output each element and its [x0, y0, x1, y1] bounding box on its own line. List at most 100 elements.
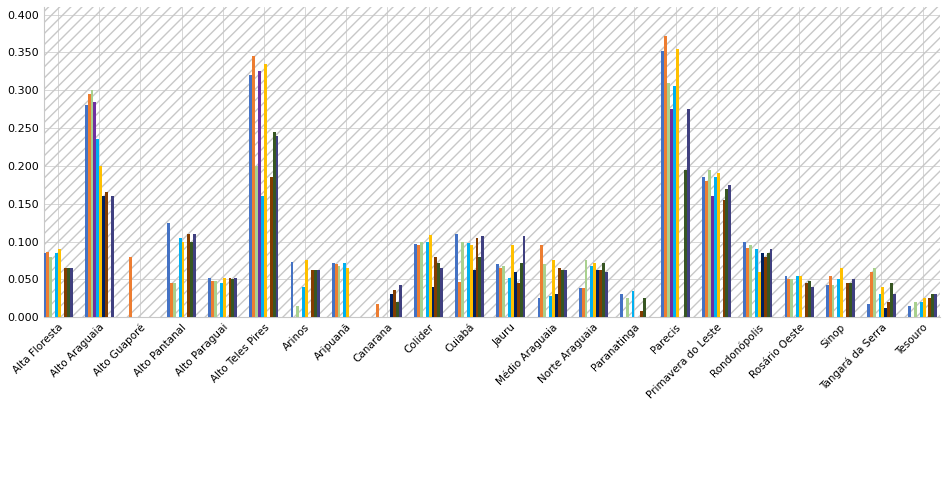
- Bar: [703, 177, 706, 317]
- Bar: [264, 64, 267, 317]
- Bar: [643, 298, 646, 317]
- Bar: [922, 298, 925, 317]
- Bar: [376, 304, 379, 317]
- Bar: [728, 185, 731, 317]
- Bar: [255, 166, 259, 317]
- Bar: [223, 278, 225, 317]
- Bar: [831, 285, 834, 317]
- Bar: [470, 244, 473, 317]
- Bar: [170, 283, 173, 317]
- Bar: [928, 298, 931, 317]
- Bar: [435, 257, 438, 317]
- Bar: [837, 279, 840, 317]
- Bar: [523, 236, 526, 317]
- Bar: [784, 276, 788, 317]
- Bar: [870, 272, 873, 317]
- Bar: [640, 311, 643, 317]
- Bar: [334, 264, 337, 317]
- Bar: [867, 304, 870, 317]
- Bar: [84, 105, 88, 317]
- Bar: [670, 109, 672, 317]
- Bar: [605, 272, 608, 317]
- Bar: [261, 196, 264, 317]
- Bar: [273, 132, 276, 317]
- Bar: [826, 285, 829, 317]
- Bar: [770, 249, 773, 317]
- Bar: [432, 287, 435, 317]
- Bar: [849, 283, 852, 317]
- Bar: [235, 278, 238, 317]
- Bar: [259, 71, 261, 317]
- Bar: [552, 261, 555, 317]
- Bar: [593, 263, 597, 317]
- Bar: [664, 36, 667, 317]
- Bar: [908, 306, 911, 317]
- Bar: [270, 177, 273, 317]
- Bar: [558, 268, 561, 317]
- Bar: [220, 283, 223, 317]
- Bar: [549, 296, 552, 317]
- Bar: [935, 294, 938, 317]
- Bar: [620, 294, 623, 317]
- Bar: [302, 287, 305, 317]
- Bar: [746, 247, 749, 317]
- Bar: [496, 264, 499, 317]
- Bar: [767, 253, 770, 317]
- Bar: [193, 234, 196, 317]
- Bar: [211, 281, 214, 317]
- Bar: [667, 82, 670, 317]
- Bar: [502, 266, 505, 317]
- Bar: [399, 285, 402, 317]
- Bar: [91, 90, 94, 317]
- Bar: [313, 269, 316, 317]
- Bar: [88, 94, 91, 317]
- Bar: [252, 56, 255, 317]
- Bar: [55, 253, 58, 317]
- Bar: [688, 109, 690, 317]
- Bar: [561, 270, 563, 317]
- Bar: [723, 200, 725, 317]
- Bar: [390, 294, 393, 317]
- Bar: [893, 294, 896, 317]
- Bar: [563, 269, 566, 317]
- Bar: [538, 298, 541, 317]
- Bar: [879, 294, 882, 317]
- Legend: 2003, 2004, 2005, 2006, 2007, 2008, 2009, 2010, 2011, 2012: 2003, 2004, 2005, 2006, 2007, 2008, 2009…: [213, 485, 770, 488]
- Bar: [920, 302, 922, 317]
- Bar: [743, 242, 746, 317]
- Bar: [706, 181, 708, 317]
- Bar: [478, 257, 481, 317]
- Bar: [840, 268, 843, 317]
- Bar: [873, 268, 876, 317]
- Bar: [67, 268, 70, 317]
- Bar: [799, 276, 802, 317]
- Bar: [481, 236, 484, 317]
- Bar: [228, 278, 231, 317]
- Bar: [129, 257, 132, 317]
- Bar: [458, 283, 461, 317]
- Bar: [514, 272, 517, 317]
- Bar: [473, 270, 475, 317]
- Bar: [291, 262, 294, 317]
- Bar: [102, 196, 105, 317]
- Bar: [672, 86, 675, 317]
- Bar: [438, 263, 440, 317]
- Bar: [173, 283, 176, 317]
- Bar: [749, 244, 752, 317]
- Bar: [764, 257, 767, 317]
- Bar: [347, 268, 349, 317]
- Bar: [520, 263, 523, 317]
- Bar: [811, 287, 813, 317]
- Bar: [544, 264, 546, 317]
- Bar: [337, 266, 341, 317]
- Bar: [179, 238, 182, 317]
- Bar: [311, 270, 313, 317]
- Bar: [581, 288, 584, 317]
- Bar: [602, 263, 605, 317]
- Bar: [890, 283, 893, 317]
- Bar: [105, 192, 108, 317]
- Bar: [190, 242, 193, 317]
- Bar: [188, 234, 190, 317]
- Bar: [758, 272, 760, 317]
- Bar: [467, 243, 470, 317]
